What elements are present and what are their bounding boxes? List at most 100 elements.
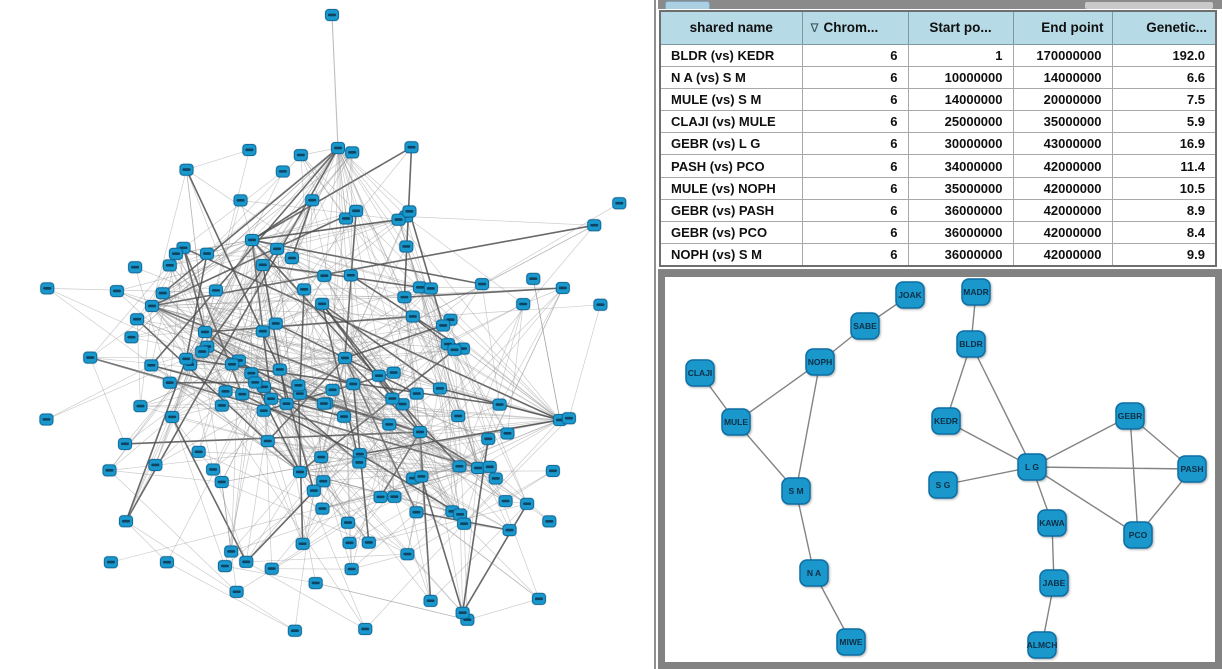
graph-node-noph[interactable]: NOPH	[805, 348, 835, 376]
network-node[interactable]	[423, 282, 438, 295]
cell-start_position[interactable]: 34000000	[907, 154, 1014, 178]
network-node[interactable]	[305, 194, 320, 207]
cell-shared_name[interactable]: N A (vs) S M	[659, 65, 803, 89]
network-node[interactable]	[118, 515, 133, 528]
network-node[interactable]	[432, 382, 447, 395]
cell-chromosome[interactable]: 6	[801, 43, 909, 67]
network-node[interactable]	[195, 345, 210, 358]
cell-start_position[interactable]: 1	[907, 43, 1014, 67]
network-node[interactable]	[316, 475, 331, 488]
graph-edge-BLDR-LG[interactable]	[970, 343, 1033, 468]
cell-start_position[interactable]: 10000000	[907, 65, 1014, 89]
graph-edge-GEBR-PCO[interactable]	[1129, 415, 1139, 536]
graph-edge-LG-PCO[interactable]	[1031, 466, 1139, 536]
network-node[interactable]	[124, 331, 139, 344]
cell-genetic[interactable]: 7.5	[1111, 87, 1217, 112]
network-node[interactable]	[397, 291, 412, 304]
cell-end_point[interactable]: 42000000	[1012, 243, 1113, 267]
graph-edge-MULE-NOPH[interactable]	[735, 361, 821, 423]
table-row[interactable]: GEBR (vs) PASH 6 36000000 42000000 8.9	[659, 198, 1217, 223]
network-node[interactable]	[270, 242, 285, 255]
network-node[interactable]	[255, 258, 270, 271]
cell-end_point[interactable]: 42000000	[1012, 176, 1113, 200]
column-header-chromosome[interactable]: ∇ Chrom...	[801, 10, 909, 45]
column-header-shared_name[interactable]: shared name	[659, 10, 803, 45]
cell-shared_name[interactable]: GEBR (vs) PASH	[659, 198, 803, 223]
cell-genetic[interactable]: 9.9	[1111, 243, 1217, 267]
graph-node-miwe[interactable]: MIWE	[836, 628, 866, 656]
network-node[interactable]	[200, 247, 215, 260]
network-node[interactable]	[191, 445, 206, 458]
network-node[interactable]	[224, 545, 239, 558]
network-node[interactable]	[386, 366, 401, 379]
network-node[interactable]	[159, 556, 174, 569]
cell-genetic[interactable]: 192.0	[1111, 43, 1217, 67]
cell-end_point[interactable]: 20000000	[1012, 87, 1113, 112]
network-node[interactable]	[345, 146, 360, 159]
cell-genetic[interactable]: 5.9	[1111, 110, 1217, 134]
subnetwork-canvas[interactable]: JOAK MADR SABE BLDR NOPH CLAJI MULE KEDR GEBR L G…	[665, 277, 1215, 662]
network-node[interactable]	[412, 281, 427, 294]
network-node[interactable]	[316, 397, 331, 410]
network-node[interactable]	[516, 298, 531, 311]
table-row[interactable]: PASH (vs) PCO 6 34000000 42000000 11.4	[659, 154, 1217, 178]
table-row[interactable]: BLDR (vs) KEDR 6 1 170000000 192.0	[659, 43, 1217, 67]
network-node[interactable]	[306, 484, 321, 497]
cell-shared_name[interactable]: MULE (vs) NOPH	[659, 176, 803, 200]
network-node[interactable]	[128, 261, 143, 274]
network-node[interactable]	[275, 165, 290, 178]
network-node[interactable]	[371, 369, 386, 382]
graph-edge-LG-GEBR[interactable]	[1031, 415, 1131, 468]
cell-shared_name[interactable]: BLDR (vs) KEDR	[659, 43, 803, 67]
network-node[interactable]	[405, 310, 420, 323]
cell-genetic[interactable]: 11.4	[1111, 154, 1217, 178]
network-node[interactable]	[179, 163, 194, 176]
column-header-start_position[interactable]: Start po...	[907, 10, 1014, 45]
cell-start_position[interactable]: 35000000	[907, 176, 1014, 200]
network-node[interactable]	[457, 517, 472, 530]
cell-chromosome[interactable]: 6	[801, 176, 909, 200]
network-node[interactable]	[165, 410, 180, 423]
network-node[interactable]	[475, 278, 490, 291]
network-node[interactable]	[145, 300, 159, 312]
network-node[interactable]	[451, 410, 466, 423]
table-row[interactable]: MULE (vs) S M 6 14000000 20000000 7.5	[659, 87, 1217, 112]
network-node[interactable]	[293, 149, 308, 162]
network-node[interactable]	[455, 606, 470, 619]
cell-shared_name[interactable]: GEBR (vs) L G	[659, 132, 803, 156]
network-node[interactable]	[109, 285, 124, 298]
network-node[interactable]	[233, 194, 248, 207]
network-node[interactable]	[130, 313, 145, 326]
cell-chromosome[interactable]: 6	[801, 65, 909, 89]
cell-start_position[interactable]: 25000000	[907, 110, 1014, 134]
graph-node-pco[interactable]: PCO	[1123, 521, 1153, 549]
network-node[interactable]	[83, 351, 98, 364]
cell-chromosome[interactable]: 6	[801, 243, 909, 267]
cell-end_point[interactable]: 14000000	[1012, 65, 1113, 89]
network-node[interactable]	[349, 204, 364, 217]
filter-icon[interactable]: ∇	[810, 21, 819, 36]
cell-chromosome[interactable]: 6	[801, 110, 909, 134]
table-row[interactable]: MULE (vs) NOPH 6 35000000 42000000 10.5	[659, 176, 1217, 200]
network-node[interactable]	[500, 427, 515, 440]
network-node[interactable]	[144, 359, 159, 372]
cell-start_position[interactable]: 36000000	[907, 198, 1014, 223]
network-node[interactable]	[297, 283, 312, 296]
network-node[interactable]	[317, 269, 332, 282]
network-node[interactable]	[498, 495, 513, 508]
graph-node-sabe[interactable]: SABE	[850, 312, 880, 340]
network-node[interactable]	[291, 379, 306, 392]
network-node[interactable]	[387, 490, 402, 503]
cell-genetic[interactable]: 16.9	[1111, 132, 1217, 156]
cell-genetic[interactable]: 8.4	[1111, 220, 1217, 245]
network-node[interactable]	[409, 506, 424, 519]
network-node[interactable]	[102, 464, 117, 477]
network-node[interactable]	[358, 623, 373, 636]
network-node[interactable]	[339, 212, 354, 225]
graph-node-jabe[interactable]: JABE	[1039, 569, 1069, 597]
large-network-canvas[interactable]	[0, 0, 654, 669]
network-node[interactable]	[279, 397, 294, 410]
network-node[interactable]	[133, 400, 148, 413]
network-node[interactable]	[502, 524, 517, 537]
network-node[interactable]	[255, 325, 270, 338]
